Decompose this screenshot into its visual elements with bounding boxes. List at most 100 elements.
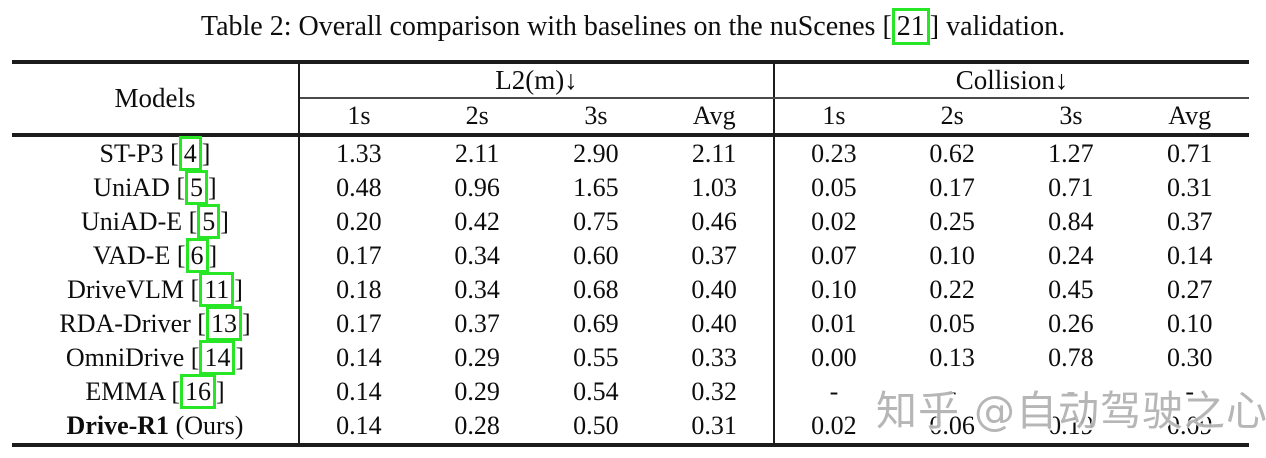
- metric-cell: 0.31: [655, 409, 776, 447]
- metric-cell: 0.06: [892, 409, 1012, 447]
- metric-cell: 0.45: [1048, 275, 1094, 304]
- cite-bracket: ]: [208, 241, 218, 270]
- metric-cell: 0.17: [336, 241, 382, 270]
- cite-bracket: [: [170, 241, 186, 270]
- metric-cell: 0.14: [1166, 241, 1213, 270]
- results-table-wrap: Models L2(m)↓ Collision↓ 1s 2s 3s Avg 1s…: [12, 60, 1250, 447]
- cite-bracket: ]: [215, 377, 225, 406]
- metric-cell: 0.10: [811, 275, 857, 304]
- metric-cell: -: [947, 377, 957, 406]
- citation-box-16[interactable]: 16: [179, 374, 216, 409]
- table-row-drive-r1: Drive-R1 (Ours) 0.14 0.28 0.50 0.31 0.02…: [12, 409, 1250, 447]
- metric-cell: 0.60: [573, 241, 619, 270]
- metric-cell: 2.11: [454, 139, 500, 168]
- metric-cell: 0.05: [929, 309, 975, 338]
- metric-cell: -: [1066, 377, 1076, 406]
- citation-box-21[interactable]: 21: [891, 8, 930, 45]
- metric-cell: 0.33: [655, 341, 776, 375]
- citation-box-4[interactable]: 4: [178, 136, 202, 171]
- metric-cell: 0.34: [454, 275, 500, 304]
- metric-cell: 0.37: [454, 309, 500, 338]
- metric-cell: 0.55: [573, 343, 619, 372]
- col-header-l2-3s: 3s: [536, 98, 656, 137]
- model-name: DriveVLM: [67, 275, 185, 304]
- model-name: UniAD: [93, 173, 170, 202]
- col-header-l2-avg: Avg: [655, 98, 776, 137]
- metric-cell: 0.50: [536, 409, 656, 447]
- table-row-vad-e: VAD-E [6] 0.17 0.34 0.60 0.37 0.07 0.10 …: [12, 238, 1249, 273]
- cite-bracket: [: [184, 343, 200, 372]
- metric-cell: 0.02: [811, 207, 857, 236]
- model-name-suffix: (Ours): [169, 411, 244, 440]
- citation-box-5[interactable]: 5: [185, 170, 209, 205]
- model-cell: UniAD-E [5]: [12, 204, 300, 239]
- caption-text-after: ] validation.: [929, 11, 1066, 42]
- model-cell: VAD-E [6]: [12, 238, 300, 273]
- metric-cell: 0.42: [454, 207, 500, 236]
- model-name: RDA-Driver: [59, 309, 191, 338]
- citation-box-13[interactable]: 13: [205, 306, 242, 341]
- metric-cell: 1.33: [336, 139, 382, 168]
- cite-bracket: ]: [220, 207, 229, 236]
- metric-cell: 0.26: [1048, 309, 1094, 338]
- table-caption: Table 2: Overall comparison with baselin…: [0, 8, 1266, 45]
- metric-cell: 2.90: [573, 139, 619, 168]
- col-header-l2-2s: 2s: [417, 98, 537, 137]
- metric-cell: 0.62: [929, 139, 975, 168]
- model-cell: Drive-R1 (Ours): [12, 409, 300, 447]
- cite-bracket: [: [182, 207, 198, 236]
- metric-cell: 0.13: [929, 343, 975, 372]
- metric-cell: 0.10: [929, 241, 975, 270]
- citation-box-6[interactable]: 6: [185, 238, 209, 273]
- model-name: ST-P3: [99, 139, 164, 168]
- metric-cell: 0.19: [1011, 409, 1131, 447]
- citation-box-5[interactable]: 5: [197, 204, 221, 239]
- metric-cell: -: [1185, 377, 1195, 406]
- metric-cell: 1.65: [573, 173, 619, 202]
- metric-cell: 1.03: [655, 171, 776, 205]
- metric-cell: 0.30: [1166, 343, 1213, 372]
- column-group-collision: Collision↓: [774, 62, 1250, 99]
- metric-cell: 0.24: [1048, 241, 1094, 270]
- model-cell: UniAD [5]: [12, 170, 300, 205]
- col-header-col-avg: Avg: [1130, 98, 1250, 137]
- col-header-col-1s: 1s: [774, 98, 893, 137]
- metric-cell: 0.71: [1048, 173, 1094, 202]
- metric-cell: 0.29: [454, 377, 500, 406]
- metric-cell: -: [829, 377, 839, 406]
- cite-bracket: [: [184, 275, 200, 304]
- metric-cell: 0.69: [573, 309, 619, 338]
- cite-bracket: [: [164, 377, 180, 406]
- header-group-row: Models L2(m)↓ Collision↓: [12, 62, 1250, 137]
- metric-cell: 0.14: [299, 409, 418, 447]
- col-header-col-2s: 2s: [892, 98, 1012, 137]
- metric-cell: 0.68: [573, 275, 619, 304]
- metric-cell: 0.22: [929, 275, 975, 304]
- model-name: OmniDrive: [65, 343, 185, 372]
- metric-cell: 0.32: [655, 375, 776, 409]
- metric-cell: 0.02: [774, 409, 893, 447]
- model-name: EMMA: [85, 377, 165, 406]
- metric-cell: 0.54: [573, 377, 619, 406]
- model-name: Drive-R1: [66, 411, 170, 440]
- citation-box-14[interactable]: 14: [199, 340, 236, 375]
- caption-text-before: Table 2: Overall comparison with baselin…: [200, 11, 892, 42]
- metric-cell: 2.11: [655, 135, 776, 171]
- metric-cell: 0.20: [336, 207, 382, 236]
- table-row-emma: EMMA [16] 0.14 0.29 0.54 0.32 - - - -: [12, 374, 1249, 409]
- metric-cell: 0.28: [417, 409, 537, 447]
- cite-bracket: ]: [208, 173, 217, 202]
- metric-cell: 0.27: [1166, 275, 1213, 304]
- metric-cell: 0.25: [929, 207, 975, 236]
- table-row-omnidrive: OmniDrive [14] 0.14 0.29 0.55 0.33 0.00 …: [12, 340, 1249, 375]
- metric-cell: 0.10: [1166, 309, 1213, 338]
- cite-bracket: ]: [241, 309, 251, 338]
- model-cell: RDA-Driver [13]: [12, 306, 300, 341]
- metric-cell: 0.05: [811, 173, 857, 202]
- metric-cell: 0.00: [811, 343, 857, 372]
- cite-bracket: [: [190, 309, 206, 338]
- metric-cell: 0.84: [1048, 207, 1094, 236]
- citation-box-11[interactable]: 11: [199, 272, 235, 307]
- model-cell: OmniDrive [14]: [12, 340, 300, 375]
- metric-cell: 0.34: [454, 241, 500, 270]
